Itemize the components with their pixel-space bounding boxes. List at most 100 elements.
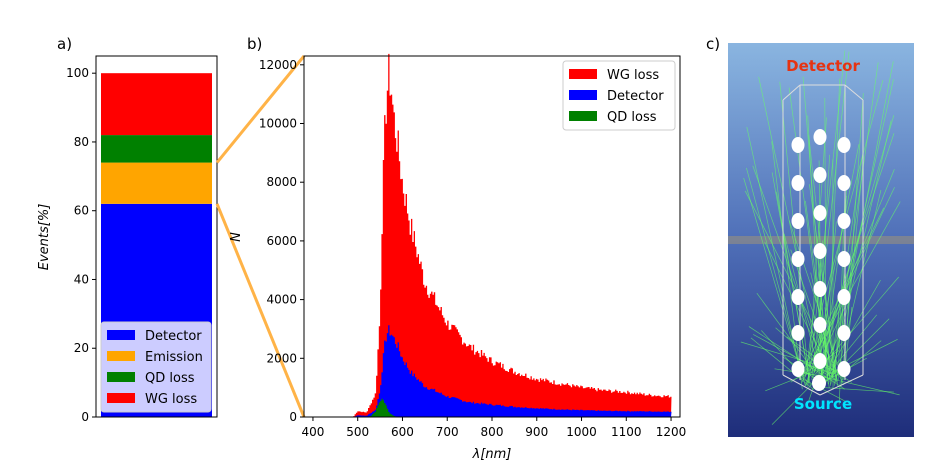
y-tick-label: 80 [74,135,89,149]
render-ground-plane [728,236,914,244]
photon-ray [801,187,895,383]
panel-c-label: c) [706,35,720,53]
histogram-qd-loss [366,398,399,417]
quantum-dot [791,289,805,305]
photon-ray [840,176,848,378]
panel-b-ylabel: N [229,232,244,242]
photon-ray [756,293,815,372]
legend-label: WG loss [145,392,197,407]
panel-c-simulation-render: Detector Source [728,43,914,437]
photon-ray [750,337,814,390]
bar-segment-qd-loss [101,135,212,163]
legend-swatch [569,111,597,121]
render-source-label: Source [794,395,852,413]
legend-swatch [107,351,135,361]
y-tick-label: 12000 [259,58,297,72]
photon-ray [818,115,895,376]
panel-b-xlabel: λ[nm] [472,447,512,462]
panel-a-label: a) [57,35,72,53]
y-tick-label: 40 [74,272,89,286]
x-tick-label: 1000 [566,425,597,439]
x-tick-label: 1100 [611,425,642,439]
legend-swatch [569,90,597,100]
y-tick-label: 20 [74,341,89,355]
panel-a-ylabel: Events[%] [37,204,52,271]
legend-label: Emission [145,350,203,365]
quantum-dot [791,325,805,341]
photon-ray [812,386,895,393]
panel-a-stacked-bar: 0 20 40 60 80 100 Events[%] Detector Emission Q… [37,55,218,424]
y-tick-label: 4000 [266,293,297,307]
panel-a-frame [95,55,218,418]
legend-label: QD loss [607,110,657,125]
quantum-dot [837,251,851,267]
legend-label: QD loss [145,371,195,386]
waveguide-edge [782,374,821,396]
quantum-dot [837,361,851,377]
photon-ray [828,279,881,372]
photon-ray [758,76,823,376]
quantum-dot [837,289,851,305]
quantum-dot [791,175,805,191]
quantum-dot [791,251,805,267]
quantum-dot [837,325,851,341]
x-tick-label: 500 [346,425,369,439]
x-tick-label: 1200 [656,425,687,439]
waveguide-edge [844,84,864,101]
photon-ray [743,177,801,371]
legend-label: Detector [145,329,202,344]
legend-swatch [107,393,135,403]
waveguide-edge [782,84,801,101]
quantum-dot [837,137,851,153]
y-tick-label: 2000 [266,351,297,365]
quantum-dot [791,137,805,153]
x-tick-label: 600 [391,425,414,439]
connector-line-upper [215,55,306,164]
y-tick-label: 0 [81,410,89,424]
quantum-dot [791,213,805,229]
quantum-dot [837,175,851,191]
quantum-dot [813,353,827,369]
panel-b-label: b) [247,35,262,53]
quantum-dot [813,167,827,183]
waveguide-edge [819,374,864,396]
legend-label: Detector [607,89,664,104]
photon-ray [827,78,841,373]
legend-swatch [107,372,135,382]
panel-b-legend: WG loss Detector QD loss [562,60,676,131]
photon-ray [790,249,838,381]
legend-swatch [107,330,135,340]
quantum-dots [791,129,851,391]
x-tick-label: 700 [436,425,459,439]
photon-ray [746,126,801,372]
quantum-dot [813,129,827,145]
y-tick-label: 6000 [266,234,297,248]
photon-ray [824,97,827,383]
quantum-dot [813,281,827,297]
quantum-dot [837,213,851,229]
photon-ray [832,62,879,378]
zoom-connector [215,55,306,418]
quantum-dot [813,317,827,333]
photon-ray [765,371,814,392]
y-tick-label: 8000 [266,175,297,189]
quantum-dot [813,205,827,221]
connector-line-lower [215,203,306,418]
x-tick-label: 400 [301,425,324,439]
photon-ray [805,169,895,386]
y-tick-label: 0 [289,410,297,424]
legend-swatch [569,69,597,79]
quantum-dot [791,361,805,377]
bar-segment-emission [101,162,212,204]
x-tick-label: 800 [481,425,504,439]
photon-ray [816,314,878,388]
y-tick-label: 10000 [259,117,297,131]
histogram-detector [353,325,672,417]
quantum-dot [813,243,827,259]
render-detector-label: Detector [786,57,860,75]
legend-box [100,321,212,413]
histogram-wg-loss [353,53,672,418]
panel-b-histogram: 400 500 600 700 800 900 1000 1100 1200 0 2000 4000… [229,53,687,462]
photon-ray [804,321,828,387]
